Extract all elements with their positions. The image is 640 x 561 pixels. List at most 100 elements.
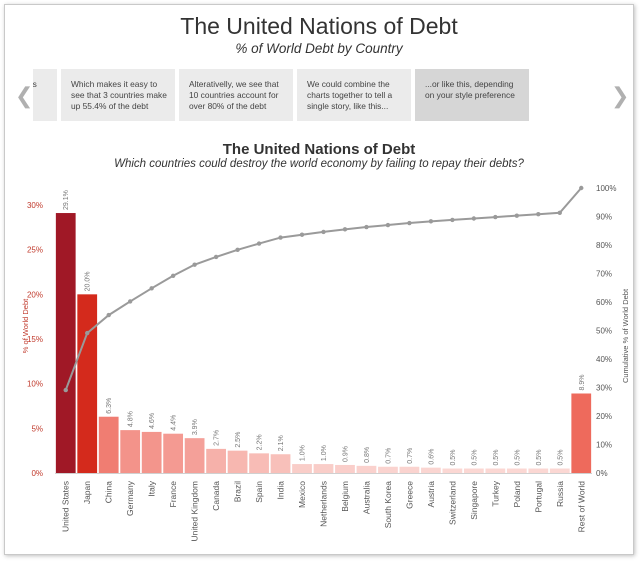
bar: [528, 468, 549, 473]
chart-subtitle: Which countries could destroy the world …: [114, 158, 524, 170]
y-tick-label: 30%: [27, 201, 43, 210]
y2-tick-label: 60%: [596, 298, 612, 307]
y2-tick-label: 30%: [596, 384, 612, 393]
data-label: 2.1%: [278, 435, 285, 451]
category-label: Australia: [361, 481, 371, 514]
cumulative-point: [106, 312, 111, 318]
y2-tick-label: 40%: [596, 355, 612, 364]
chevron-right-icon[interactable]: ❯: [611, 83, 630, 108]
cumulative-point: [278, 235, 283, 240]
category-label: Russia: [555, 481, 565, 507]
story-point-5[interactable]: ...or like this, depending on your style…: [415, 69, 531, 121]
data-label: 4.4%: [171, 415, 178, 431]
cumulative-point: [514, 213, 520, 218]
cumulative-point: [471, 216, 477, 221]
y2-tick-label: 10%: [596, 441, 612, 450]
category-label: Rest of World: [576, 481, 586, 533]
cumulative-point: [342, 227, 348, 232]
category-label: United States: [61, 481, 71, 532]
cumulative-point: [407, 220, 412, 226]
bar: [378, 466, 398, 473]
category-label: Netherlands: [319, 481, 329, 527]
category-label: Italy: [147, 480, 157, 496]
data-label: 20.0%: [85, 271, 92, 291]
y2-tick-label: 100%: [596, 184, 616, 193]
y-tick-label: 20%: [27, 290, 43, 299]
bar: [120, 430, 141, 473]
category-label: Portugal: [533, 481, 543, 513]
cumulative-point: [256, 241, 262, 246]
data-label: 1.0%: [300, 445, 307, 461]
y-tick-label: 5%: [31, 424, 43, 433]
category-label: India: [276, 481, 286, 500]
category-label: Belgium: [340, 481, 350, 512]
bar: [206, 448, 226, 473]
data-label: 8.9%: [579, 375, 586, 391]
cumulative-point: [321, 229, 326, 235]
data-label: 0.6%: [428, 449, 435, 465]
bar: [399, 466, 420, 473]
category-label: Poland: [512, 481, 522, 508]
bar: [356, 465, 377, 473]
category-label: China: [104, 481, 114, 503]
category-label: United Kingdom: [190, 481, 200, 541]
data-label: 3.9%: [192, 419, 199, 435]
category-label: Singapore: [469, 481, 479, 520]
cumulative-point: [170, 273, 176, 278]
data-label: 0.5%: [514, 450, 521, 466]
category-label: Greece: [404, 481, 414, 509]
bar: [184, 438, 205, 473]
data-label: 4.6%: [149, 413, 156, 429]
page-title: The United Nations of Debt: [180, 13, 458, 39]
pareto-chart: 0% 5% 10% 15% 20% 25% 30% % of World Debt 0% 10% 2…: [21, 184, 630, 541]
story-point-1[interactable]: ...le ranking ...unicates the order ...b…: [33, 69, 59, 121]
data-label: 0.5%: [450, 450, 457, 466]
cumulative-point: [450, 217, 455, 223]
category-label: Mexico: [297, 481, 307, 508]
chevron-left-icon[interactable]: ❮: [15, 83, 34, 108]
data-label: 0.7%: [407, 448, 414, 464]
story-navigator: ...le ranking ...unicates the order ...b…: [33, 69, 608, 121]
bar: [571, 393, 592, 473]
bar: [485, 468, 506, 473]
y2-tick-label: 0%: [596, 469, 608, 478]
y-tick-label: 0%: [31, 469, 43, 478]
cumulative-point: [63, 387, 68, 393]
y2-tick-label: 70%: [596, 270, 612, 279]
data-label: 2.5%: [235, 432, 242, 448]
data-label: 0.8%: [364, 447, 371, 463]
bar: [77, 294, 98, 473]
data-label: 0.5%: [471, 450, 478, 466]
cumulative-point: [235, 247, 240, 253]
page-subtitle: % of World Debt by Country: [235, 41, 403, 56]
data-label: 0.5%: [493, 450, 500, 466]
story-point-3[interactable]: Alterativelly, we see that 10 countries …: [179, 69, 295, 121]
category-label: Spain: [254, 481, 264, 503]
bar: [335, 464, 355, 473]
data-label: 2.2%: [257, 434, 264, 450]
y-tick-label: 10%: [27, 380, 43, 389]
cumulative-point: [149, 286, 154, 291]
bar: [463, 468, 484, 473]
y2-tick-label: 80%: [596, 241, 612, 250]
bar: [313, 464, 334, 473]
y2-tick-label: 20%: [596, 412, 612, 421]
category-label: Switzerland: [447, 481, 457, 525]
bar: [421, 467, 441, 473]
data-label: 29.1%: [63, 190, 70, 210]
cumulative-point: [85, 330, 90, 336]
data-label: 4.8%: [128, 411, 135, 427]
cumulative-point: [127, 299, 133, 304]
story-point-2[interactable]: Which makes it easy to see that 3 countr…: [61, 69, 177, 121]
bar: [549, 468, 570, 473]
story-point-4[interactable]: We could combine the charts together to …: [297, 69, 413, 121]
bar: [141, 431, 162, 473]
data-label: 6.3%: [106, 398, 113, 414]
bar: [163, 433, 184, 473]
bar: [249, 453, 269, 473]
chart-title: The United Nations of Debt: [222, 141, 416, 158]
category-label: Japan: [82, 481, 92, 504]
bar: [292, 464, 312, 473]
cumulative-point: [364, 224, 369, 230]
cumulative-point: [213, 254, 219, 260]
